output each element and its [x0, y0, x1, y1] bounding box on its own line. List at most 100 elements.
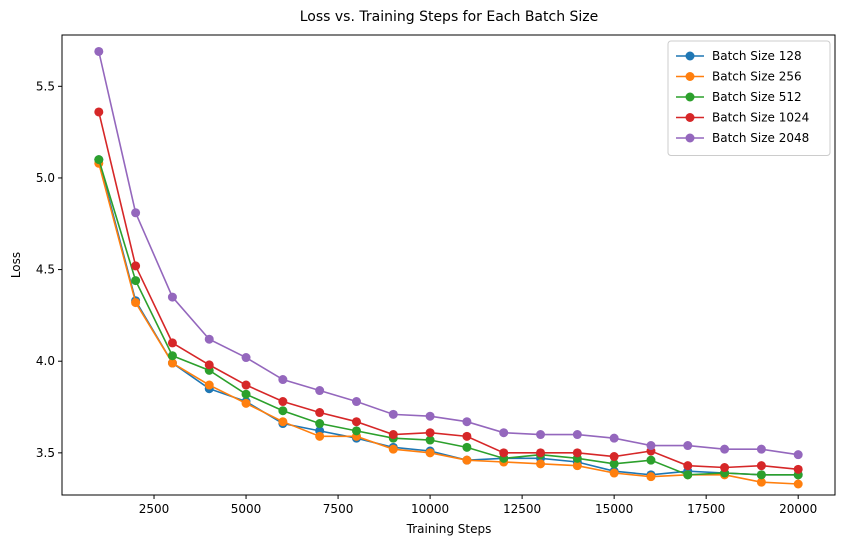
- x-tick-label: 20000: [779, 502, 817, 516]
- x-tick-label: 5000: [231, 502, 262, 516]
- data-point: [425, 428, 435, 438]
- data-point: [278, 406, 288, 416]
- data-point: [167, 351, 177, 361]
- data-point: [609, 468, 619, 478]
- legend: Batch Size 128 Batch Size 256 Batch Size 5…: [667, 40, 831, 156]
- data-point: [756, 477, 766, 487]
- y-axis-title: Loss: [9, 252, 23, 278]
- data-point: [315, 386, 325, 396]
- data-point: [241, 398, 251, 408]
- legend-marker: [685, 113, 695, 122]
- data-point: [167, 338, 177, 348]
- data-point: [425, 435, 435, 445]
- data-point: [720, 444, 730, 454]
- data-point: [536, 459, 546, 469]
- y-tick-label: 5.5: [36, 79, 55, 93]
- plot-frame: [61, 34, 836, 496]
- legend-label: Batch Size 1024: [712, 111, 809, 125]
- x-tick-label: 12500: [503, 502, 541, 516]
- data-point: [131, 298, 141, 308]
- data-point: [462, 455, 472, 465]
- data-point: [609, 452, 619, 462]
- data-point: [756, 461, 766, 471]
- legend-entry: Batch Size 512: [676, 90, 802, 104]
- data-point: [167, 358, 177, 368]
- data-point: [94, 107, 104, 117]
- series-batch-size-128: [94, 155, 803, 480]
- data-point: [793, 450, 803, 460]
- series-batch-size-2048: [94, 46, 803, 460]
- data-point: [462, 417, 472, 427]
- data-point: [241, 353, 251, 363]
- legend-entry: Batch Size 1024: [676, 111, 809, 125]
- data-point: [278, 417, 288, 427]
- data-point: [315, 419, 325, 429]
- legend-marker: [685, 51, 695, 61]
- data-point: [793, 464, 803, 474]
- legend-label: Batch Size 128: [712, 49, 802, 63]
- legend-label: Batch Size 512: [712, 90, 802, 104]
- legend-entry: Batch Size 128: [676, 49, 802, 63]
- data-point: [646, 472, 656, 482]
- x-tick-label: 10000: [411, 502, 449, 516]
- data-point: [756, 444, 766, 454]
- data-point: [609, 459, 619, 469]
- data-point: [793, 479, 803, 489]
- series-batch-size-1024: [94, 107, 803, 474]
- x-tick-label: 17500: [687, 502, 725, 516]
- data-point: [425, 448, 435, 458]
- legend-entry: Batch Size 256: [676, 70, 802, 84]
- data-point: [572, 430, 582, 440]
- data-point: [609, 433, 619, 443]
- data-point: [462, 442, 472, 452]
- data-point: [131, 261, 141, 271]
- data-point: [572, 448, 582, 458]
- data-point: [683, 461, 693, 471]
- data-point: [720, 463, 730, 473]
- plot-area: [94, 46, 803, 489]
- series-line: [98, 111, 799, 471]
- data-point: [204, 360, 214, 370]
- legend-entry: Batch Size 2048: [676, 131, 809, 145]
- legend-marker: [685, 92, 695, 102]
- data-point: [131, 276, 141, 286]
- data-point: [499, 428, 509, 438]
- data-point: [315, 431, 325, 441]
- legend-label: Batch Size 2048: [712, 131, 809, 145]
- data-point: [351, 397, 361, 407]
- y-tick-label: 4.0: [36, 354, 55, 368]
- data-point: [499, 448, 509, 458]
- x-tick-label: 2500: [139, 502, 170, 516]
- x-tick-label: 7500: [323, 502, 354, 516]
- y-tick-label: 4.5: [36, 263, 55, 277]
- series-line: [98, 159, 799, 476]
- data-point: [683, 441, 693, 451]
- data-point: [572, 461, 582, 471]
- data-point: [315, 408, 325, 418]
- data-point: [646, 441, 656, 451]
- series-line: [98, 159, 799, 476]
- x-axis: 2500 5000 7500 10000 12500 15000 17500 20000: [139, 495, 817, 516]
- data-point: [756, 470, 766, 480]
- series-batch-size-256: [94, 158, 803, 489]
- data-point: [388, 444, 398, 454]
- data-point: [536, 430, 546, 440]
- chart-title: Loss vs. Training Steps for Each Batch S…: [300, 9, 599, 25]
- data-point: [278, 397, 288, 407]
- data-point: [646, 455, 656, 465]
- legend-marker: [685, 72, 695, 81]
- y-tick-label: 3.5: [36, 446, 55, 460]
- data-point: [241, 380, 251, 390]
- x-tick-label: 15000: [595, 502, 633, 516]
- data-point: [241, 389, 251, 399]
- data-point: [167, 292, 177, 302]
- data-point: [94, 46, 104, 56]
- y-axis: 3.5 4.0 4.5 5.0 5.5: [36, 79, 62, 460]
- data-point: [388, 430, 398, 440]
- legend-box: [667, 40, 831, 156]
- legend-marker: [685, 133, 695, 143]
- data-point: [388, 409, 398, 419]
- series-line: [98, 163, 799, 485]
- series-batch-size-512: [94, 155, 803, 480]
